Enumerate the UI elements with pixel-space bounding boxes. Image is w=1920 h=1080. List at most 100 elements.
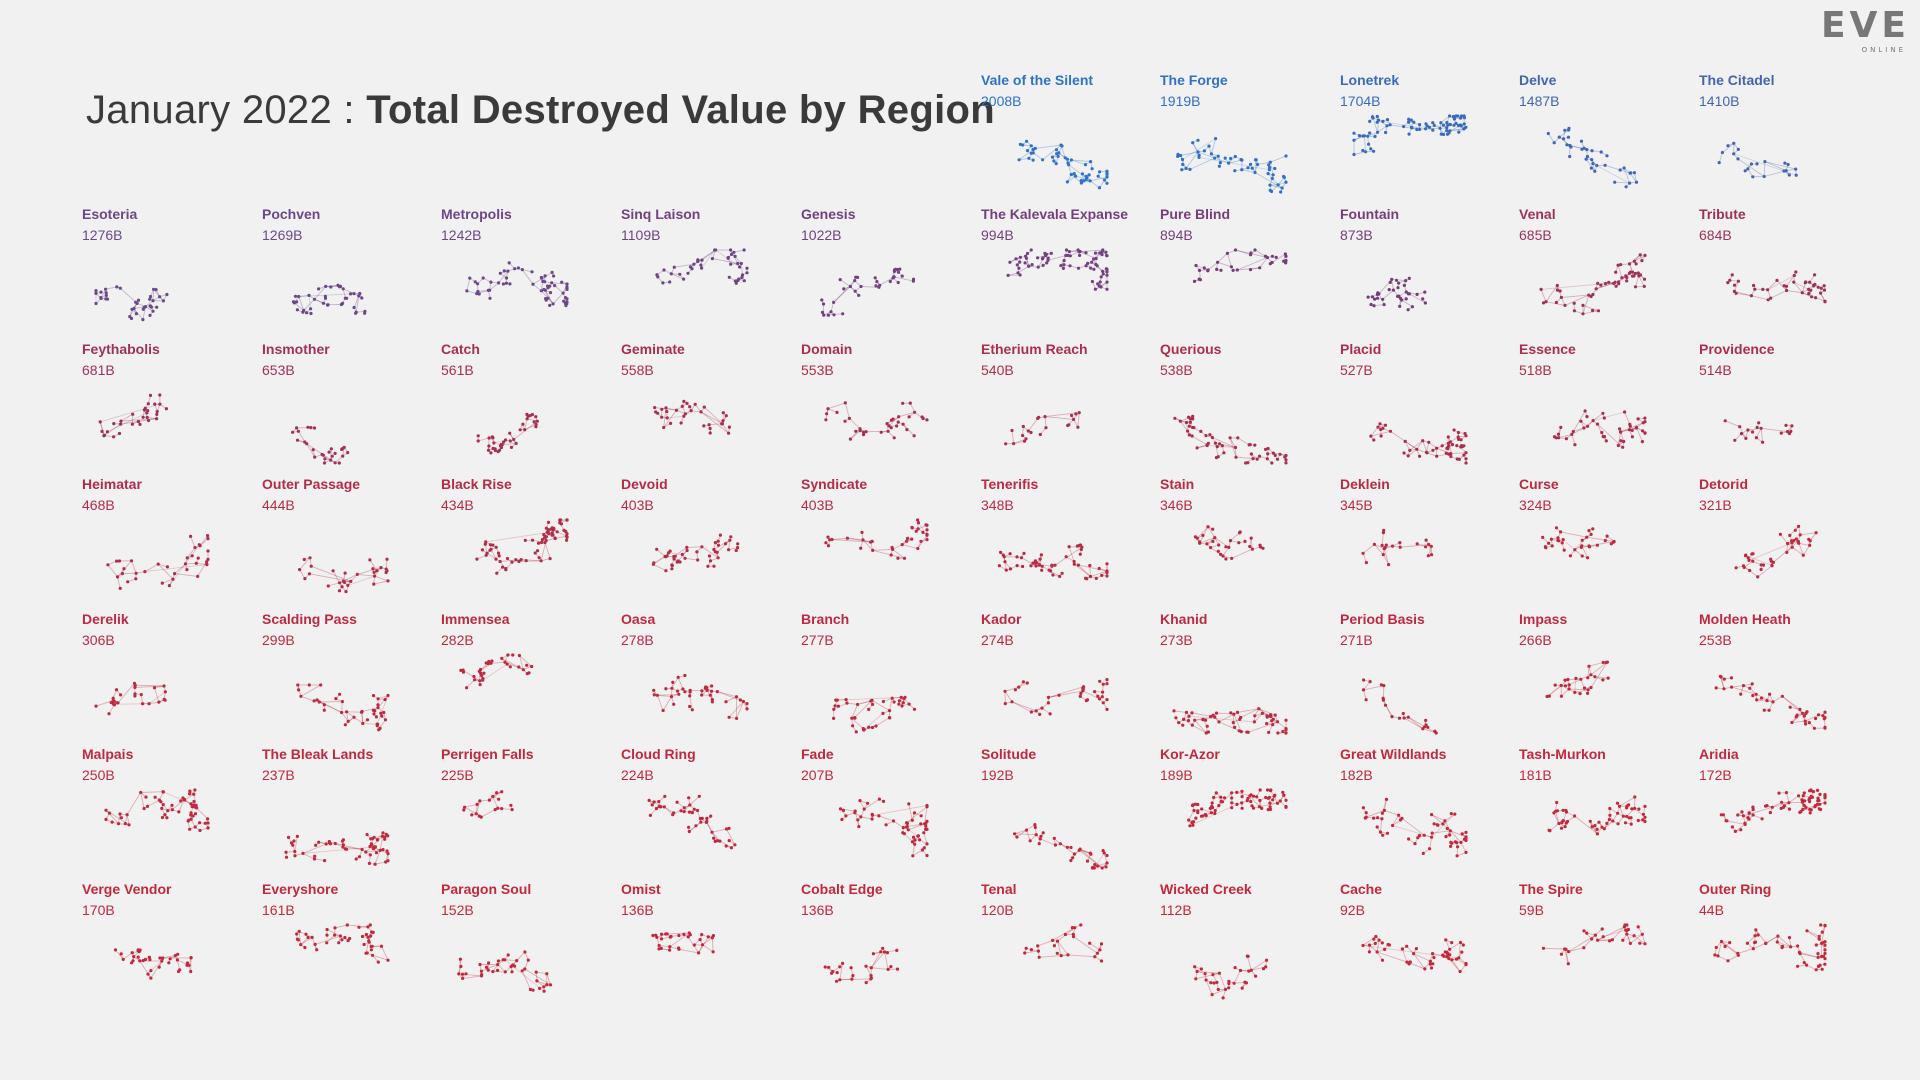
region-edge bbox=[1739, 426, 1747, 439]
system-dot bbox=[337, 461, 341, 465]
region-name: The Bleak Lands bbox=[262, 746, 374, 762]
region-name: Tenerifis bbox=[981, 476, 1039, 492]
system-dot bbox=[1402, 283, 1406, 287]
system-dot bbox=[1454, 121, 1458, 125]
system-dot bbox=[496, 806, 500, 810]
region-map bbox=[1717, 141, 1798, 179]
system-dot bbox=[312, 297, 317, 301]
system-dot bbox=[552, 274, 556, 278]
system-dot bbox=[1021, 564, 1025, 569]
system-dot bbox=[1596, 309, 1601, 313]
region-edge bbox=[1044, 412, 1080, 418]
system-dot bbox=[99, 296, 103, 300]
system-dot bbox=[1816, 285, 1820, 289]
region-edge bbox=[1235, 249, 1251, 256]
region-edge bbox=[1192, 724, 1207, 734]
system-dot bbox=[148, 304, 152, 308]
region-edge bbox=[196, 807, 208, 820]
system-dot bbox=[850, 716, 854, 720]
region-edge bbox=[300, 695, 315, 702]
region-edge bbox=[1731, 686, 1757, 695]
system-dot bbox=[1084, 251, 1088, 255]
system-dot bbox=[526, 414, 530, 418]
system-dot bbox=[1213, 441, 1217, 445]
region-edge bbox=[1617, 431, 1622, 446]
system-dot bbox=[1273, 453, 1277, 457]
system-dot bbox=[365, 833, 369, 837]
region-edge bbox=[148, 691, 166, 705]
system-dot bbox=[1098, 251, 1102, 255]
system-dot bbox=[474, 812, 478, 816]
system-dot bbox=[870, 725, 875, 730]
region-edge bbox=[1259, 257, 1268, 269]
system-dot bbox=[672, 265, 676, 269]
system-dot bbox=[1248, 162, 1253, 166]
region-edge bbox=[99, 421, 105, 436]
system-dot bbox=[1552, 141, 1556, 145]
system-dot bbox=[115, 559, 119, 563]
region-edge bbox=[1079, 249, 1103, 253]
system-dot bbox=[1188, 417, 1192, 421]
system-dot bbox=[1455, 457, 1459, 461]
region-edge bbox=[1725, 420, 1740, 428]
region-edge bbox=[314, 286, 327, 300]
system-dot bbox=[1257, 707, 1261, 711]
system-dot bbox=[1184, 420, 1189, 425]
system-dot bbox=[1604, 439, 1608, 443]
system-dot bbox=[1050, 155, 1055, 159]
system-dot bbox=[309, 307, 313, 311]
system-dot bbox=[1096, 282, 1100, 286]
system-dot bbox=[374, 851, 379, 855]
region-edges bbox=[1014, 824, 1108, 869]
system-dot bbox=[683, 556, 687, 560]
region-edge bbox=[1269, 184, 1283, 189]
system-dot bbox=[1802, 714, 1806, 718]
system-dot bbox=[504, 566, 508, 571]
system-dot bbox=[376, 722, 380, 726]
region-edge bbox=[1411, 124, 1461, 128]
system-dot bbox=[857, 293, 861, 297]
system-dot bbox=[1274, 255, 1278, 259]
system-dot bbox=[311, 448, 315, 452]
region-edge bbox=[1363, 681, 1371, 691]
system-dot bbox=[478, 683, 482, 687]
system-dot bbox=[1441, 123, 1446, 127]
system-dot bbox=[1387, 563, 1391, 567]
system-dot bbox=[1093, 251, 1098, 255]
system-dot bbox=[1370, 115, 1375, 119]
system-dot bbox=[1233, 154, 1237, 159]
region-edge bbox=[728, 701, 744, 718]
system-dot bbox=[378, 726, 382, 730]
system-dot bbox=[322, 461, 327, 465]
region-edge bbox=[118, 813, 121, 824]
system-dot bbox=[1038, 557, 1042, 561]
region-value: 321B bbox=[1699, 497, 1732, 513]
system-dot bbox=[841, 312, 845, 316]
region-edge bbox=[478, 437, 490, 442]
system-dot bbox=[858, 799, 862, 803]
region-edge bbox=[906, 806, 928, 824]
region-name: Kador bbox=[981, 611, 1022, 627]
system-dot bbox=[170, 808, 174, 812]
system-dot bbox=[1403, 439, 1407, 443]
region-edge bbox=[1767, 280, 1778, 291]
system-dot bbox=[465, 289, 469, 293]
system-dot bbox=[1361, 551, 1365, 555]
system-dot bbox=[1048, 712, 1052, 716]
system-dot bbox=[1025, 149, 1030, 153]
title-date: January 2022 : bbox=[86, 88, 367, 132]
system-dot bbox=[375, 569, 379, 573]
system-dot bbox=[683, 673, 687, 678]
system-dot bbox=[1248, 544, 1252, 549]
system-dot bbox=[477, 814, 481, 818]
system-dot bbox=[1438, 126, 1442, 130]
region-edge bbox=[1385, 704, 1393, 717]
region-cell: Kador 274B bbox=[981, 611, 1151, 741]
system-dot bbox=[1396, 286, 1400, 290]
system-dot bbox=[1627, 428, 1631, 432]
region-edge bbox=[154, 685, 165, 689]
system-dot bbox=[1756, 575, 1760, 579]
system-dot bbox=[712, 836, 716, 840]
region-edge bbox=[1068, 164, 1072, 175]
region-value: 684B bbox=[1699, 227, 1732, 243]
